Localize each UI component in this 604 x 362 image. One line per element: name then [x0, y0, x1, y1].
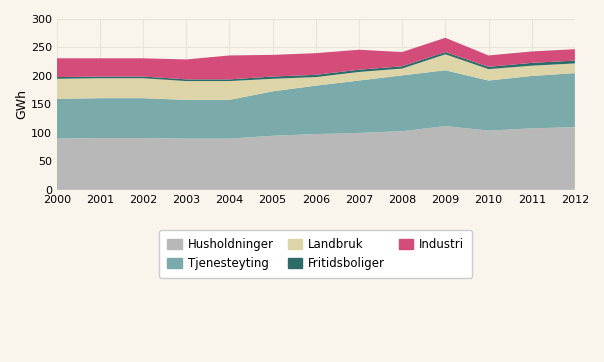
- Y-axis label: GWh: GWh: [15, 89, 28, 119]
- Legend: Husholdninger, Tjenesteyting, Landbruk, Fritidsboliger, Industri: Husholdninger, Tjenesteyting, Landbruk, …: [159, 230, 472, 278]
